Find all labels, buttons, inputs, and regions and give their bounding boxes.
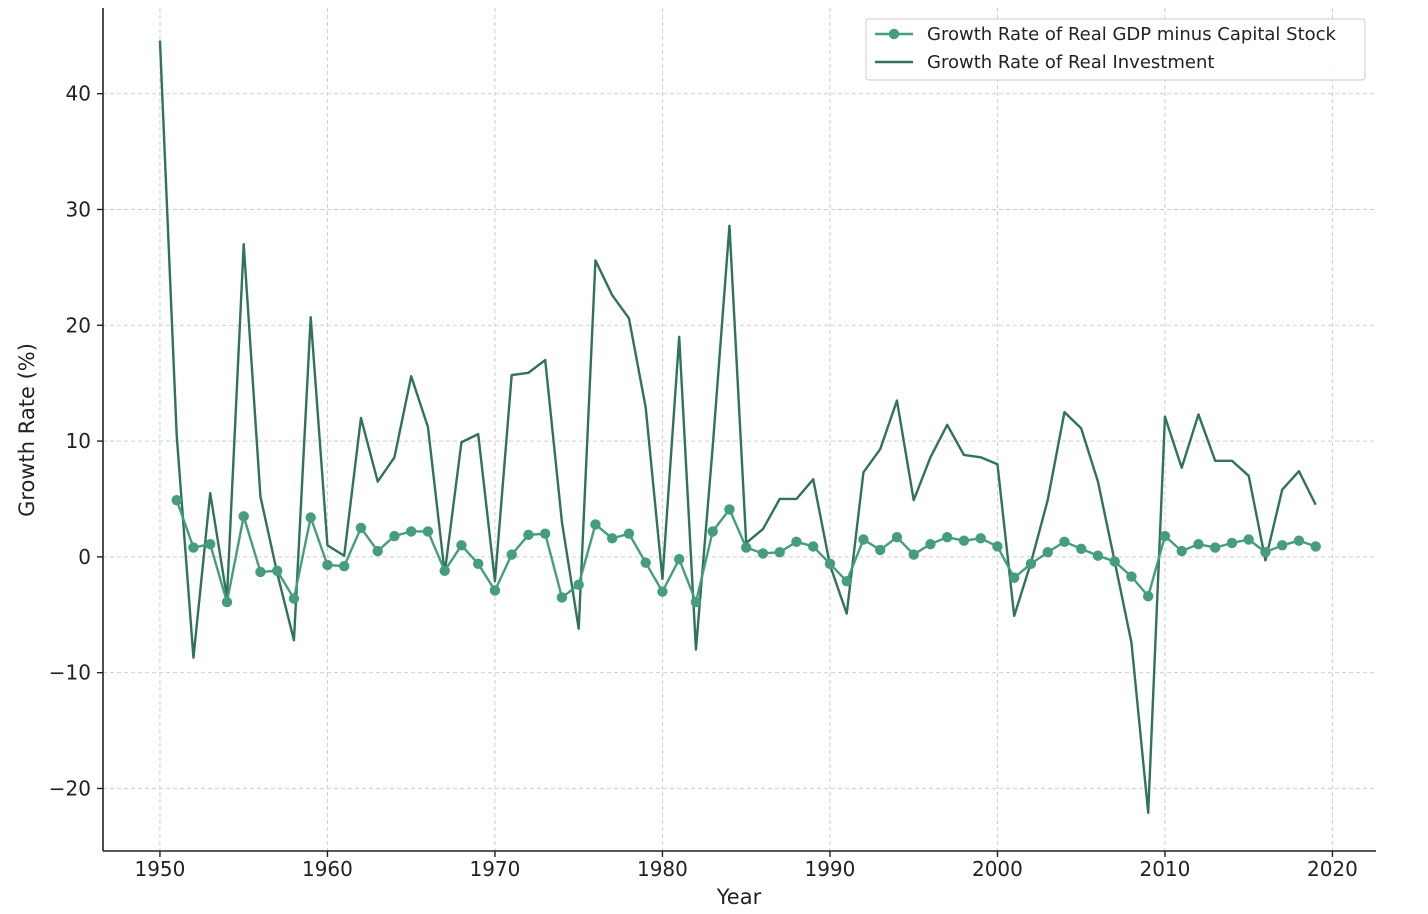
data-point-gdp <box>623 528 635 539</box>
data-point-gdp <box>1277 540 1288 551</box>
y-ticks: −20 −10 0 10 20 30 40 <box>49 82 103 800</box>
x-tick-label: 2010 <box>1139 857 1190 881</box>
series-layer <box>158 40 1321 814</box>
data-point-gdp <box>1126 571 1137 582</box>
data-point-gdp <box>992 541 1003 552</box>
data-point-gdp <box>540 528 551 539</box>
data-point-gdp <box>205 538 216 550</box>
data-point-gdp <box>188 542 199 553</box>
legend-label-investment: Growth Rate of Real Investment <box>927 52 1214 73</box>
y-tick-label: 40 <box>66 82 91 106</box>
data-point-gdp <box>272 565 283 576</box>
data-point-gdp <box>640 557 651 568</box>
data-point-gdp <box>757 548 769 559</box>
series-line-investment <box>158 40 1317 814</box>
data-point-gdp <box>975 533 986 544</box>
data-point-gdp <box>288 593 300 604</box>
data-point-gdp <box>1143 591 1154 602</box>
legend-marker-gdp <box>888 28 900 40</box>
data-point-gdp <box>791 536 802 548</box>
data-point-gdp <box>942 531 953 543</box>
data-point-gdp <box>1310 541 1321 552</box>
data-point-gdp <box>808 541 819 552</box>
x-tick-label: 1970 <box>469 857 520 881</box>
data-point-gdp <box>724 504 735 515</box>
axes <box>102 8 1376 852</box>
data-point-gdp <box>1159 530 1171 542</box>
data-point-gdp <box>221 596 233 608</box>
data-point-gdp <box>372 545 383 557</box>
data-point-gdp <box>1293 535 1305 546</box>
data-point-gdp <box>1009 572 1020 583</box>
data-point-gdp <box>439 565 450 576</box>
legend-label-gdp: Growth Rate of Real GDP minus Capital St… <box>927 24 1337 45</box>
data-point-gdp <box>1226 537 1238 549</box>
data-point-gdp <box>657 586 668 597</box>
y-tick-label: 20 <box>66 313 91 337</box>
x-tick-label: 2020 <box>1307 857 1358 881</box>
data-point-gdp <box>1176 545 1187 557</box>
data-point-gdp <box>1092 550 1104 561</box>
y-axis-title: Growth Rate (%) <box>15 343 39 517</box>
legend-box <box>865 18 1366 81</box>
data-point-gdp <box>858 534 869 545</box>
data-point-gdp <box>305 512 316 523</box>
data-point-gdp <box>1210 542 1221 553</box>
data-point-gdp <box>707 526 718 537</box>
data-point-gdp <box>422 526 434 537</box>
data-point-gdp <box>875 544 886 556</box>
data-point-gdp <box>255 566 266 578</box>
data-point-gdp <box>1076 543 1087 554</box>
x-tick-label: 1950 <box>134 857 185 881</box>
data-point-gdp <box>925 538 936 550</box>
y-tick-label: 0 <box>78 545 91 569</box>
data-point-gdp <box>322 559 333 571</box>
x-ticks: 1950 1960 1970 1980 1990 2000 2010 2020 <box>134 851 1358 881</box>
data-point-gdp <box>556 592 568 603</box>
data-point-gdp <box>456 540 467 551</box>
x-tick-label: 1990 <box>804 857 855 881</box>
data-point-gdp <box>506 549 517 560</box>
data-point-gdp <box>1025 558 1037 570</box>
data-point-gdp <box>1042 547 1053 558</box>
x-tick-label: 1980 <box>637 857 688 881</box>
data-point-gdp <box>238 511 249 522</box>
data-point-gdp <box>406 526 417 537</box>
y-tick-label: 10 <box>66 429 91 453</box>
data-point-gdp <box>473 558 484 570</box>
data-point-gdp <box>958 535 970 546</box>
data-point-gdp <box>741 542 752 553</box>
y-tick-label: 30 <box>66 197 91 221</box>
data-point-gdp <box>389 530 400 542</box>
x-tick-label: 1960 <box>302 857 353 881</box>
data-point-gdp <box>774 547 785 558</box>
data-point-gdp <box>841 575 852 587</box>
data-point-gdp <box>1243 534 1254 545</box>
data-point-gdp <box>523 529 534 541</box>
data-point-gdp <box>339 560 350 572</box>
data-point-gdp <box>1193 538 1204 550</box>
data-point-gdp <box>607 533 618 544</box>
x-tick-label: 2000 <box>972 857 1023 881</box>
legend: Growth Rate of Real GDP minus Capital St… <box>865 18 1366 81</box>
data-point-gdp <box>573 579 584 590</box>
grid <box>103 8 1376 851</box>
data-point-gdp <box>690 596 702 608</box>
y-tick-label: −20 <box>49 776 91 800</box>
data-point-gdp <box>674 553 685 565</box>
data-point-gdp <box>1260 547 1271 558</box>
x-axis-title: Year <box>716 885 762 909</box>
data-point-gdp <box>908 549 919 560</box>
data-point-gdp <box>891 531 903 543</box>
data-point-gdp <box>171 494 182 506</box>
data-point-gdp <box>1109 556 1120 567</box>
y-tick-label: −10 <box>49 661 91 685</box>
data-point-gdp <box>590 519 601 530</box>
data-point-gdp <box>489 585 501 596</box>
data-point-gdp <box>824 558 836 570</box>
data-point-gdp <box>1059 536 1070 548</box>
data-point-gdp <box>355 522 367 534</box>
